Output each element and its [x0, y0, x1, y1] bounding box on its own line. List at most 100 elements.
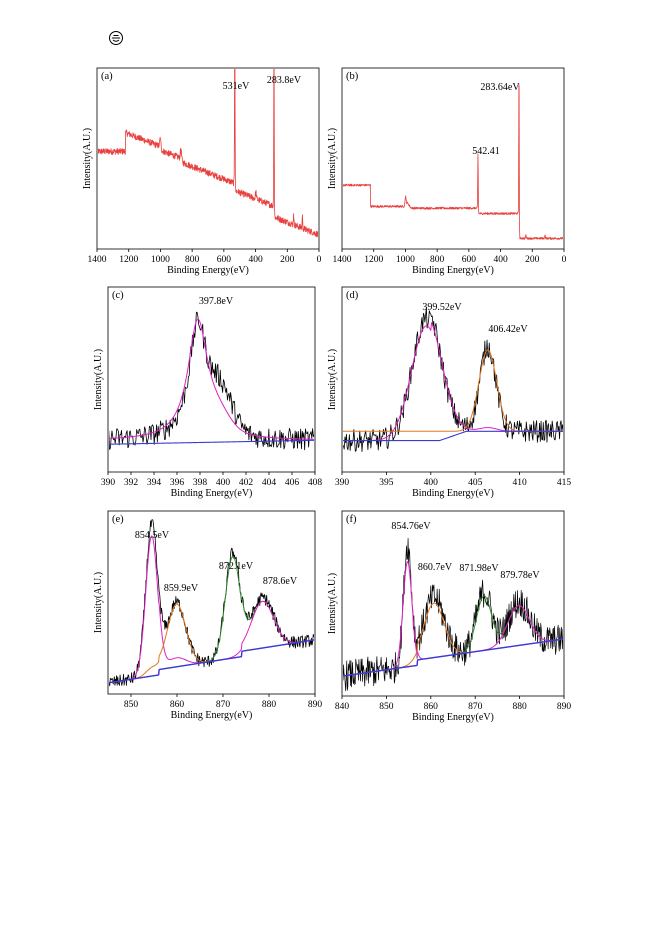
chart-panel: (f) 840 850 860 870 880 890 Binding Energy(eV) I…	[327, 510, 572, 723]
x-tick-label: 850	[124, 700, 139, 710]
plot-frame	[107, 510, 316, 695]
series-line-fit	[343, 349, 563, 432]
series-line-background	[343, 638, 563, 677]
x-tick-label: 0	[562, 255, 567, 265]
x-axis-label: Binding Energy(eV)	[171, 488, 253, 499]
peak-label: 399.52eV	[422, 302, 462, 313]
x-tick-label: 860	[424, 702, 439, 712]
x-tick-label: 800	[185, 255, 200, 265]
x-tick-label: 398	[193, 478, 208, 488]
y-axis-label: Intensity(A.U.)	[93, 349, 104, 410]
peak-label: 871.98eV	[459, 563, 499, 574]
x-tick-label: 870	[468, 702, 483, 712]
y-axis-label: Intensity(A.U.)	[93, 572, 104, 633]
series-line-background	[109, 639, 314, 684]
x-tick-label: 860	[170, 700, 185, 710]
peak-label: 878.6eV	[263, 576, 298, 587]
chart-panel: (c) 390 392 394 396 398 400 402 404 406 408 Binding…	[93, 286, 323, 499]
panel-label: (b)	[346, 71, 359, 82]
plot-frame	[341, 510, 565, 697]
x-tick-label: 890	[557, 702, 572, 712]
x-axis-label: Binding Energy(eV)	[171, 710, 253, 721]
circled-logo-icon	[109, 31, 123, 45]
y-axis-label: Intensity(A.U.)	[82, 128, 93, 189]
x-tick-label: 390	[335, 478, 350, 488]
panel-label: (f)	[346, 514, 357, 525]
x-tick-label: 600	[217, 255, 232, 265]
x-tick-label: 1400	[333, 255, 352, 265]
x-tick-label: 396	[170, 478, 185, 488]
chart-panel: (a) 1400 1200 1000 800 600 400 200 0 Binding Ener…	[82, 67, 322, 276]
x-axis-label: Binding Energy(eV)	[412, 265, 494, 276]
series-line-fit	[343, 602, 563, 677]
panel-label: (e)	[112, 514, 124, 525]
peak-label: 860.7eV	[418, 562, 453, 573]
x-axis-label: Binding Energy(eV)	[412, 488, 494, 499]
x-tick-label: 1000	[396, 255, 415, 265]
x-tick-label: 400	[493, 255, 508, 265]
x-tick-label: 400	[248, 255, 263, 265]
peak-label: 283.8eV	[267, 75, 302, 86]
x-tick-label: 200	[525, 255, 540, 265]
plot-frame	[96, 67, 320, 250]
series-line-fit	[109, 600, 314, 684]
x-tick-label: 880	[262, 700, 277, 710]
y-axis-label: Intensity(A.U.)	[327, 573, 338, 634]
x-tick-label: 0	[317, 255, 322, 265]
peak-label: 872.1eV	[219, 561, 254, 572]
chart-panel: (d) 390 395 400 405 410 415 Binding Energy(eV) I…	[327, 286, 572, 499]
peak-label: 542.41	[472, 146, 500, 157]
y-axis-label: Intensity(A.U.)	[327, 349, 338, 410]
panel-label: (c)	[112, 290, 124, 301]
x-tick-label: 394	[147, 478, 162, 488]
series-line-raw	[109, 519, 314, 687]
x-tick-label: 390	[101, 478, 116, 488]
peak-label: 859.9eV	[164, 583, 199, 594]
peak-label: 879.78eV	[500, 570, 540, 581]
logo-glyph	[112, 35, 120, 42]
series-line-fit	[343, 595, 563, 677]
x-tick-label: 392	[124, 478, 139, 488]
series-line-fit	[343, 605, 563, 677]
peak-label: 854.5eV	[135, 530, 170, 541]
x-tick-label: 1400	[88, 255, 107, 265]
peak-label: 283.64eV	[480, 82, 520, 93]
x-tick-label: 600	[462, 255, 477, 265]
series-line-raw	[109, 311, 314, 451]
x-tick-label: 395	[379, 478, 394, 488]
series-line-background	[109, 439, 314, 445]
x-tick-label: 408	[308, 478, 323, 488]
panel-label: (a)	[101, 71, 113, 82]
plot-frame	[107, 286, 316, 473]
series-line-background	[343, 430, 563, 442]
x-tick-label: 402	[239, 478, 254, 488]
x-tick-label: 880	[512, 702, 527, 712]
y-axis-label: Intensity(A.U.)	[327, 128, 338, 189]
x-tick-label: 406	[285, 478, 300, 488]
chart-panel: (b) 1400 1200 1000 800 600 400 200 0 Binding Ener…	[327, 67, 567, 276]
x-axis-label: Binding Energy(eV)	[167, 265, 249, 276]
x-axis-label: Binding Energy(eV)	[412, 712, 494, 723]
x-tick-label: 870	[216, 700, 231, 710]
series-line-fit	[109, 603, 314, 684]
plot-frame	[341, 67, 565, 250]
series-line-raw	[343, 306, 563, 453]
x-tick-label: 850	[379, 702, 394, 712]
x-tick-label: 200	[280, 255, 295, 265]
series-line-survey	[98, 69, 318, 238]
x-tick-label: 840	[335, 702, 350, 712]
series-line-fit	[109, 318, 314, 440]
peak-label: 854.76eV	[391, 521, 431, 532]
panels-layer: (a) 1400 1200 1000 800 600 400 200 0 Binding Ener…	[82, 67, 572, 723]
header-logo	[109, 31, 123, 45]
series-line-raw	[343, 538, 563, 692]
x-tick-label: 1000	[151, 255, 170, 265]
chart-panel: (e) 850 860 870 880 890 Binding Energy(eV) Inte…	[93, 510, 322, 721]
x-tick-label: 1200	[364, 255, 383, 265]
peak-label: 531eV	[223, 81, 250, 92]
x-tick-label: 400	[424, 478, 439, 488]
x-tick-label: 800	[430, 255, 445, 265]
x-tick-label: 415	[557, 478, 572, 488]
plot-frame	[341, 286, 565, 473]
